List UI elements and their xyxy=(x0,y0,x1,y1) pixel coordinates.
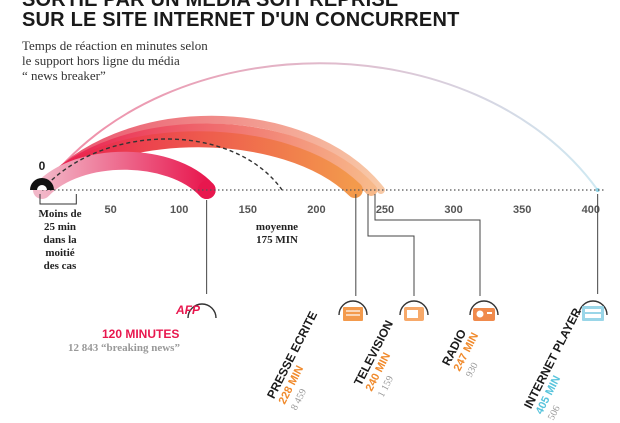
axis-tick-label-350: 350 xyxy=(513,204,531,216)
afp-count-label: 12 843 “breaking news” xyxy=(68,342,180,354)
subtitle-line-2: le support hors ligne du média xyxy=(22,53,180,68)
subtitle-line-3: “ news breaker” xyxy=(22,68,106,83)
median-note: Moins de 25 min dans la moitié des cas xyxy=(28,208,92,273)
afp-badge-ring xyxy=(187,303,217,319)
median-note-line-2: 25 min xyxy=(43,221,77,233)
axis-tick-label-0: 0 xyxy=(39,159,46,173)
internet-badge-ring xyxy=(578,300,608,316)
leader-radio xyxy=(374,194,481,296)
median-bracket xyxy=(39,194,77,205)
origin-gauge xyxy=(30,178,54,190)
chart-title-line-2: SUR LE SITE INTERNET D'UN CONCURRENT xyxy=(22,9,460,31)
arc-afp xyxy=(33,151,216,199)
arcs-layer xyxy=(33,62,600,199)
radio-icon xyxy=(473,308,495,321)
tv-badge-ring xyxy=(399,300,429,316)
median-note-line-3: dans la moitié xyxy=(43,234,77,259)
chart-canvas: 0 50 100 150 200 250 300 350 400 xyxy=(30,62,608,321)
internet-player-icon-bar xyxy=(585,309,601,312)
endpoint-radio xyxy=(378,187,384,193)
axis-tick-label-400: 400 xyxy=(582,204,600,216)
chart-title-line-1: SORTIE PAR UN MÉDIA SOIT REPRISE xyxy=(22,0,399,11)
average-note: moyenne 175 MIN xyxy=(238,221,316,247)
chart-subtitle: Temps de réaction en minutes selon le su… xyxy=(22,38,282,83)
radio-icon-speaker xyxy=(476,310,484,318)
axis-tick-label-50: 50 xyxy=(104,204,116,216)
axis-layer: 0 50 100 150 200 250 300 350 400 xyxy=(30,159,605,216)
icons-layer xyxy=(187,300,608,321)
leader-tv xyxy=(367,194,415,296)
leader-lines-layer xyxy=(206,194,599,296)
average-note-line-1: moyenne xyxy=(255,221,299,233)
print-badge-ring xyxy=(338,300,368,316)
axis-tick-label-300: 300 xyxy=(444,204,462,216)
axis-tick-label-100: 100 xyxy=(170,204,188,216)
average-note-line-2: 175 MIN xyxy=(256,234,298,246)
average-dashed-arc xyxy=(41,138,283,191)
arc-internet xyxy=(41,62,599,191)
median-note-line-4: des cas xyxy=(43,260,77,272)
endpoint-internet xyxy=(595,188,600,192)
median-note-line-1: Moins de xyxy=(38,208,82,220)
axis-tick-label-250: 250 xyxy=(376,204,394,216)
subtitle-line-1: Temps de réaction en minutes selon xyxy=(22,38,208,53)
radio-icon-dial xyxy=(487,312,492,314)
radio-badge-ring xyxy=(469,300,499,316)
axis-tick-label-200: 200 xyxy=(307,204,325,216)
newspaper-icon xyxy=(343,307,363,321)
internet-player-icon-body xyxy=(585,314,601,318)
afp-minutes-label: 120 MINUTES xyxy=(102,327,180,341)
axis-tick-label-150: 150 xyxy=(239,204,257,216)
origin-gauge-inner xyxy=(37,185,47,190)
television-icon-screen xyxy=(407,310,418,318)
afp-logo-text: AFP xyxy=(176,303,200,317)
